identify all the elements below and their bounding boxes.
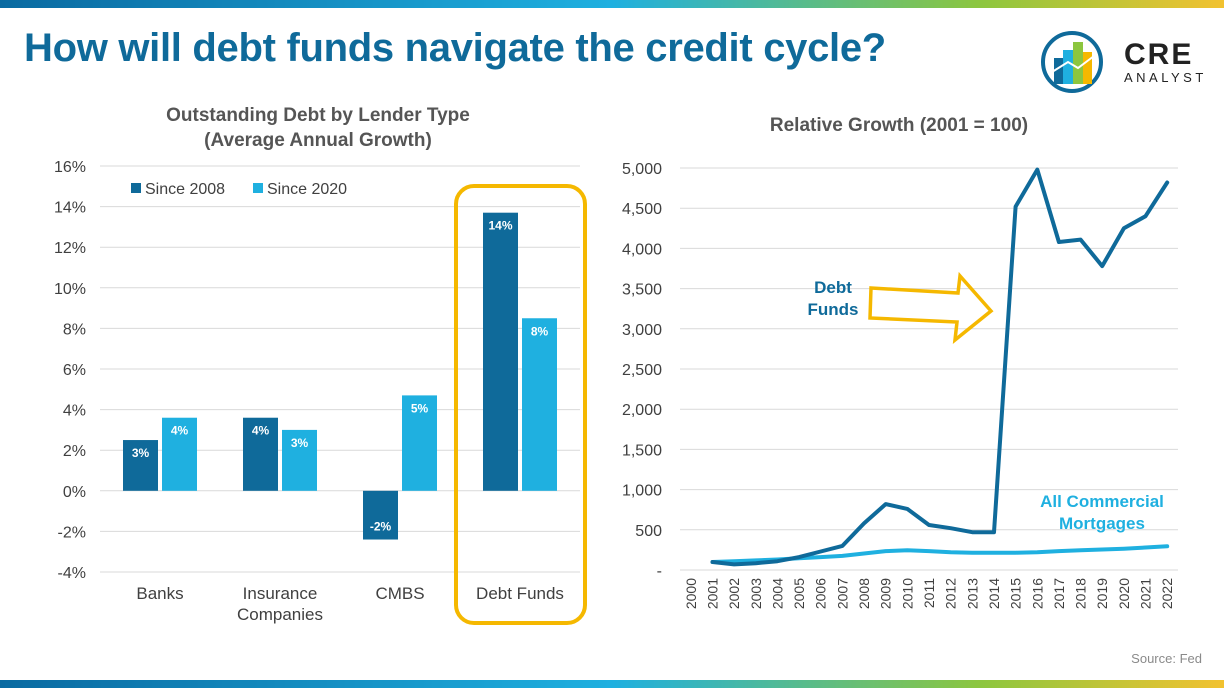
logo-subtitle: ANALYST [1124, 70, 1207, 85]
line-y-tick-label: 4,000 [622, 241, 662, 258]
line-x-tick-label: 2011 [921, 578, 937, 608]
bar-category-label: Banks [136, 584, 183, 603]
line-y-tick-label: 3,500 [622, 282, 662, 299]
line-chart: Relative Growth (2001 = 100) 5,000 4,500 4… [622, 115, 1178, 609]
top-color-band [0, 0, 1224, 8]
legend-label-since-2020: Since 2020 [267, 181, 347, 198]
line-x-tick-label: 2022 [1159, 578, 1175, 609]
logo-wordmark: CRE [1124, 38, 1194, 71]
bar-data-label: 4% [252, 424, 270, 438]
bar [483, 212, 518, 491]
bar-chart-legend: Since 2008 Since 2020 [131, 181, 347, 198]
line-y-tick-label: 5,000 [622, 161, 662, 178]
legend-label-since-2008: Since 2008 [145, 181, 225, 198]
bar [123, 440, 158, 491]
bar-y-tick-label: 8% [63, 321, 86, 338]
bar-y-tick-label: 4% [63, 403, 86, 420]
line-x-tick-label: 2001 [704, 578, 720, 609]
line-x-tick-label: 2020 [1116, 578, 1132, 609]
bar-data-label: 4% [171, 424, 189, 438]
bar [162, 417, 197, 491]
line-x-tick-label: 2021 [1138, 578, 1154, 609]
bar-chart-title-line-1: Outstanding Debt by Lender Type [166, 105, 470, 126]
line-x-tick-label: 2003 [748, 578, 764, 609]
bar-chart-title-line-2: (Average Annual Growth) [204, 130, 432, 151]
line-x-tick-label: 2013 [964, 578, 980, 609]
line-y-tick-label: 500 [635, 523, 662, 540]
line-x-tick-label: 2009 [878, 578, 894, 609]
bar-data-label: 3% [132, 446, 150, 460]
bar-data-label: 14% [488, 219, 512, 233]
line-x-tick-label: 2000 [683, 578, 699, 609]
cre-analyst-logo: CRE ANALYST [1038, 28, 1218, 96]
bar-data-label: -2% [370, 520, 392, 534]
bar-y-tick-label: -4% [58, 565, 86, 582]
debt-funds-series-line [710, 167, 1170, 567]
bar-y-tick-label: 12% [54, 240, 86, 257]
line-x-tick-label: 2010 [899, 578, 915, 609]
legend-swatch-since-2008 [131, 183, 141, 193]
bar-y-tick-label: 14% [54, 200, 86, 217]
bar [522, 318, 557, 491]
line-x-tick-label: 2018 [1073, 578, 1089, 609]
line-x-tick-label: 2015 [1008, 578, 1024, 609]
bottom-color-band [0, 680, 1224, 688]
bar [402, 395, 437, 491]
line-x-tick-label: 2007 [834, 578, 850, 609]
logo-emblem-icon [1041, 31, 1103, 93]
debt-funds-arrow-icon [868, 271, 994, 345]
line-x-tick-label: 2012 [943, 578, 959, 609]
bar-data-label: 5% [411, 401, 429, 415]
bar-y-tick-label: 0% [63, 484, 86, 501]
bar-y-tick-label: -2% [58, 524, 86, 541]
line-y-tick-label: 1,000 [622, 483, 662, 500]
bar-y-tick-label: 10% [54, 281, 86, 298]
line-y-tick-label: 1,500 [622, 442, 662, 459]
line-y-tick-label: 2,500 [622, 362, 662, 379]
commercial-mortgages-label-line-2: Mortgages [1059, 514, 1145, 533]
bar-category-label: Insurance [243, 584, 318, 603]
line-x-tick-label: 2002 [726, 578, 742, 609]
bar-y-tick-label: 6% [63, 362, 86, 379]
commercial-mortgages-label-line-1: All Commercial [1040, 492, 1164, 511]
legend-swatch-since-2020 [253, 183, 263, 193]
line-x-tick-label: 2019 [1094, 578, 1110, 609]
bar-category-label: CMBS [375, 584, 424, 603]
bar [243, 417, 278, 491]
line-y-tick-label: 2,000 [622, 402, 662, 419]
line-x-tick-label: 2017 [1051, 578, 1067, 609]
line-y-tick-label: - [657, 563, 662, 580]
line-x-tick-label: 2008 [856, 578, 872, 609]
line-x-tick-label: 2005 [791, 578, 807, 609]
debt-funds-label-line-1: Debt [814, 278, 852, 297]
line-x-tick-label: 2004 [769, 578, 785, 609]
debt-funds-highlight-box [454, 184, 587, 625]
bar-category-label: Companies [237, 605, 323, 624]
bar-data-label: 3% [291, 436, 309, 450]
bar-y-tick-label: 2% [63, 443, 86, 460]
line-x-tick-label: 2014 [986, 578, 1002, 609]
bar-data-label: 8% [531, 324, 549, 338]
line-x-tick-label: 2006 [813, 578, 829, 609]
bar [363, 490, 398, 540]
debt-funds-label-line-2: Funds [808, 300, 859, 319]
page-title: How will debt funds navigate the credit … [24, 26, 886, 70]
line-y-tick-label: 4,500 [622, 201, 662, 218]
bar [282, 429, 317, 491]
source-note: Source: Fed [1131, 651, 1202, 666]
line-chart-title: Relative Growth (2001 = 100) [770, 115, 1028, 136]
bar-chart: Outstanding Debt by Lender Type (Average… [54, 105, 587, 625]
bar-category-label: Debt Funds [476, 584, 564, 603]
line-y-tick-label: 3,000 [622, 322, 662, 339]
line-x-tick-label: 2016 [1029, 578, 1045, 609]
bar-y-tick-label: 16% [54, 159, 86, 176]
